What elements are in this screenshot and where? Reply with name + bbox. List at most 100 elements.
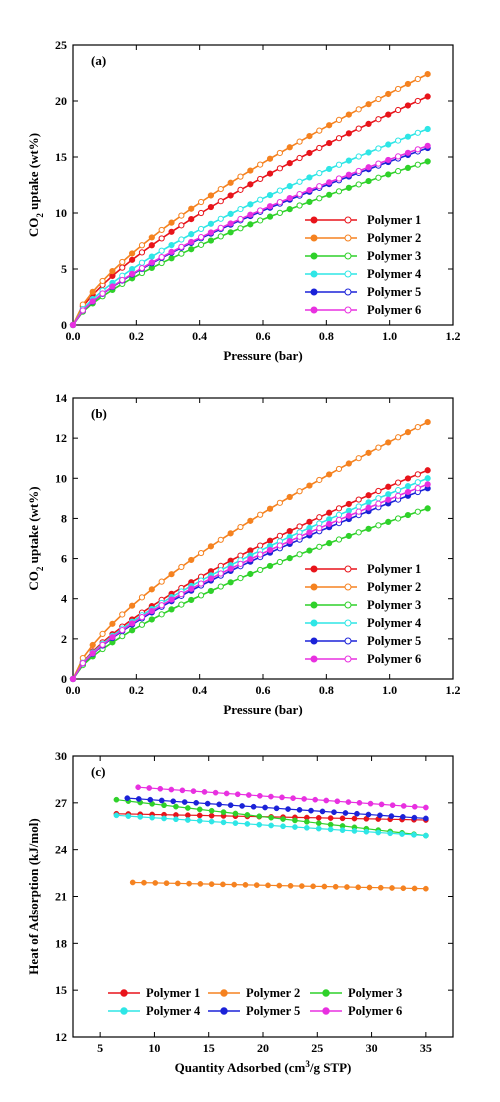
data-point [216,801,223,808]
y-tick-label: 12 [55,1030,67,1044]
data-point [217,185,224,193]
y-axis-label: CO2 uptake (wt%) [26,486,45,590]
data-point [247,556,254,563]
data-point [217,224,224,232]
data-point [237,215,244,223]
data-point [188,205,195,212]
data-point [414,508,421,515]
legend-marker [322,989,330,997]
data-point [342,810,349,816]
data-point [257,207,264,214]
data-point [197,198,205,206]
data-point [280,823,286,830]
y-tick-label: 12 [55,431,67,445]
data-point [316,543,323,550]
data-point [158,247,165,254]
data-point [257,542,264,549]
data-point [375,174,382,181]
data-point [149,814,155,821]
data-point [197,549,205,557]
legend-marker-open [344,234,352,242]
data-point [423,885,429,892]
legend-label: Polymer 3 [367,249,421,263]
data-point [212,789,219,796]
data-point [181,799,188,805]
data-point [158,253,165,261]
data-point [365,120,372,127]
data-point [178,563,185,571]
data-point [207,220,215,227]
data-point [306,149,313,157]
data-point [197,234,205,241]
data-point [414,485,421,492]
data-point [193,799,200,806]
data-point [326,509,333,516]
data-point [389,885,395,891]
data-point [220,809,227,815]
data-point [119,633,126,640]
data-point [247,201,254,208]
data-point [414,146,421,153]
data-point [89,288,96,295]
data-point [207,237,215,244]
x-tick-label: 0.6 [256,683,271,697]
data-point [306,133,313,140]
x-tick-label: 25 [311,1041,323,1055]
x-axis-label-sup: 3 [305,1059,310,1069]
data-point [99,277,106,285]
data-point [168,241,175,249]
data-point [404,133,412,140]
data-point [404,80,412,88]
data-point [135,784,141,791]
data-point [141,879,147,886]
data-point [292,824,298,830]
data-point [316,476,323,484]
y-tick-label: 4 [61,592,67,606]
data-point [178,601,185,608]
data-point [158,226,165,234]
data-point [266,505,274,512]
data-point [148,607,155,615]
data-point [321,883,328,890]
legend-marker-open [344,288,352,296]
data-point [89,650,96,657]
data-point [280,816,286,822]
data-point [385,171,392,178]
x-tick-label: 20 [257,1041,269,1055]
data-point [245,792,252,798]
data-point [345,500,352,508]
legend: Polymer 1 Polymer 2 Polymer 3 Polymer 4 Poly… [108,986,402,1018]
legend-label: Polymer 1 [146,986,200,1000]
data-point [152,880,159,886]
data-point [385,156,392,164]
x-tick-label: 35 [420,1041,432,1055]
data-point [365,811,372,818]
data-point [237,560,244,567]
data-point [257,217,264,224]
data-point [332,883,339,890]
data-point [201,789,208,795]
data-point [326,471,333,478]
data-point [355,496,362,503]
data-point [237,186,244,193]
data-point [227,220,234,227]
data-point [168,248,175,255]
data-point [286,537,293,545]
data-point [69,675,77,683]
data-point [178,590,185,598]
panel-label: (b) [91,406,107,421]
y-tick-label: 8 [61,511,67,525]
data-point [148,259,155,266]
data-point [424,125,431,133]
data-point [188,246,195,253]
series-6 [69,481,431,683]
data-point [387,830,394,837]
data-point [237,205,244,213]
data-point [296,807,303,813]
data-point [399,831,405,837]
y-tick-label: 0 [61,318,67,332]
data-point [296,154,303,162]
data-point [424,142,431,149]
data-point [404,511,412,519]
data-point [227,192,234,199]
